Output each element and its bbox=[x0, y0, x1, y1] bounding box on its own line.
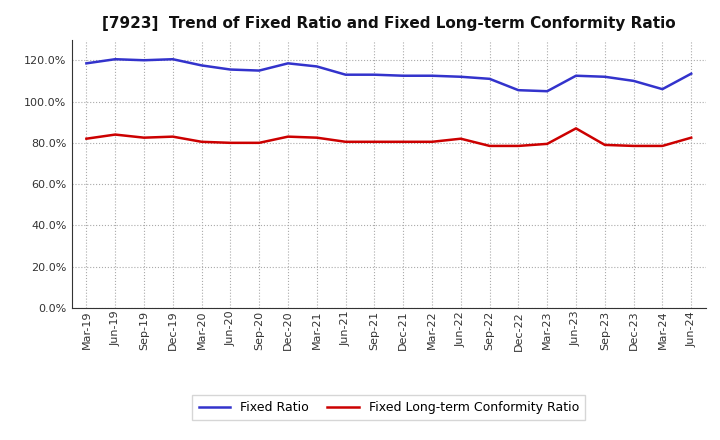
Fixed Long-term Conformity Ratio bbox=[456, 136, 465, 141]
Fixed Long-term Conformity Ratio bbox=[600, 142, 609, 147]
Fixed Ratio bbox=[456, 74, 465, 79]
Fixed Long-term Conformity Ratio bbox=[226, 140, 235, 146]
Fixed Long-term Conformity Ratio bbox=[197, 139, 206, 144]
Fixed Ratio bbox=[658, 87, 667, 92]
Fixed Long-term Conformity Ratio bbox=[687, 135, 696, 140]
Fixed Ratio bbox=[543, 88, 552, 94]
Fixed Long-term Conformity Ratio bbox=[543, 141, 552, 147]
Fixed Ratio bbox=[514, 88, 523, 93]
Fixed Ratio bbox=[341, 72, 350, 77]
Fixed Ratio bbox=[111, 57, 120, 62]
Fixed Ratio bbox=[82, 61, 91, 66]
Fixed Long-term Conformity Ratio bbox=[140, 135, 148, 140]
Fixed Ratio bbox=[226, 67, 235, 72]
Fixed Long-term Conformity Ratio bbox=[428, 139, 436, 144]
Fixed Ratio bbox=[312, 64, 321, 69]
Fixed Ratio bbox=[572, 73, 580, 78]
Fixed Long-term Conformity Ratio bbox=[370, 139, 379, 144]
Fixed Long-term Conformity Ratio bbox=[399, 139, 408, 144]
Fixed Long-term Conformity Ratio bbox=[111, 132, 120, 137]
Fixed Ratio bbox=[600, 74, 609, 79]
Fixed Long-term Conformity Ratio bbox=[341, 139, 350, 144]
Fixed Long-term Conformity Ratio bbox=[168, 134, 177, 139]
Fixed Ratio bbox=[687, 71, 696, 76]
Fixed Ratio bbox=[399, 73, 408, 78]
Fixed Ratio bbox=[370, 72, 379, 77]
Fixed Ratio bbox=[284, 61, 292, 66]
Fixed Ratio bbox=[629, 78, 638, 84]
Line: Fixed Ratio: Fixed Ratio bbox=[86, 59, 691, 91]
Fixed Long-term Conformity Ratio bbox=[572, 126, 580, 131]
Fixed Long-term Conformity Ratio bbox=[312, 135, 321, 140]
Fixed Ratio bbox=[168, 57, 177, 62]
Fixed Long-term Conformity Ratio bbox=[629, 143, 638, 149]
Fixed Long-term Conformity Ratio bbox=[658, 143, 667, 149]
Fixed Ratio bbox=[140, 58, 148, 63]
Fixed Long-term Conformity Ratio bbox=[82, 136, 91, 141]
Legend: Fixed Ratio, Fixed Long-term Conformity Ratio: Fixed Ratio, Fixed Long-term Conformity … bbox=[192, 395, 585, 420]
Fixed Long-term Conformity Ratio bbox=[514, 143, 523, 149]
Fixed Ratio bbox=[485, 76, 494, 81]
Fixed Long-term Conformity Ratio bbox=[284, 134, 292, 139]
Fixed Ratio bbox=[197, 63, 206, 68]
Fixed Long-term Conformity Ratio bbox=[485, 143, 494, 149]
Title: [7923]  Trend of Fixed Ratio and Fixed Long-term Conformity Ratio: [7923] Trend of Fixed Ratio and Fixed Lo… bbox=[102, 16, 675, 32]
Line: Fixed Long-term Conformity Ratio: Fixed Long-term Conformity Ratio bbox=[86, 128, 691, 146]
Fixed Ratio bbox=[255, 68, 264, 73]
Fixed Ratio bbox=[428, 73, 436, 78]
Fixed Long-term Conformity Ratio bbox=[255, 140, 264, 146]
